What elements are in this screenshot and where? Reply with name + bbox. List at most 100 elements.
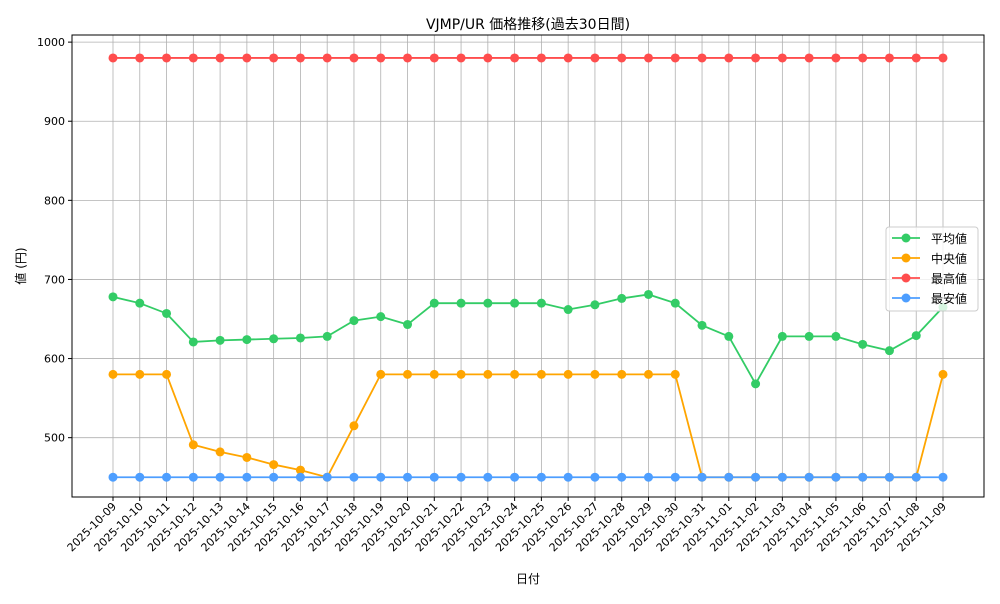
data-point: [751, 472, 761, 482]
data-point: [162, 369, 172, 379]
data-point: [751, 53, 761, 63]
data-point: [938, 472, 948, 482]
series-line: [112, 293, 944, 386]
data-point: [429, 369, 439, 379]
series-0: [108, 289, 948, 389]
data-point: [295, 465, 305, 475]
data-point: [751, 379, 761, 389]
data-point: [108, 53, 118, 63]
data-point: [510, 472, 520, 482]
data-point: [376, 369, 386, 379]
data-point: [429, 298, 439, 308]
data-point: [295, 472, 305, 482]
data-point: [670, 472, 680, 482]
data-point: [831, 53, 841, 63]
data-point: [724, 53, 734, 63]
data-point: [804, 53, 814, 63]
data-point: [777, 331, 787, 341]
data-point: [510, 298, 520, 308]
data-point: [697, 472, 707, 482]
data-point: [563, 369, 573, 379]
data-point: [911, 53, 921, 63]
data-point: [777, 472, 787, 482]
data-point: [617, 472, 627, 482]
data-point: [188, 440, 198, 450]
data-point: [188, 53, 198, 63]
data-point: [108, 472, 118, 482]
legend-marker: [901, 233, 911, 243]
data-point: [831, 472, 841, 482]
data-point: [242, 53, 252, 63]
data-point: [215, 472, 225, 482]
data-point: [884, 53, 894, 63]
data-point: [938, 53, 948, 63]
legend-marker: [901, 273, 911, 283]
y-tick-label: 600: [44, 353, 65, 366]
data-point: [322, 331, 332, 341]
data-point: [403, 369, 413, 379]
data-point: [536, 298, 546, 308]
data-point: [858, 339, 868, 349]
data-point: [188, 472, 198, 482]
data-point: [269, 334, 279, 344]
data-point: [215, 53, 225, 63]
data-point: [349, 316, 359, 326]
data-point: [697, 53, 707, 63]
data-point: [536, 53, 546, 63]
data-point: [590, 369, 600, 379]
data-point: [429, 53, 439, 63]
data-point: [108, 369, 118, 379]
data-point: [295, 53, 305, 63]
y-axis-label: 値 (円): [13, 247, 28, 284]
data-point: [804, 472, 814, 482]
data-point: [938, 369, 948, 379]
y-tick-label: 900: [44, 115, 65, 128]
data-point: [188, 337, 198, 347]
legend-marker: [901, 253, 911, 263]
series-3: [108, 472, 948, 482]
data-point: [403, 53, 413, 63]
data-point: [429, 472, 439, 482]
series-line: [113, 373, 944, 479]
data-point: [242, 452, 252, 462]
x-axis-label: 日付: [516, 572, 540, 586]
data-point: [617, 53, 627, 63]
data-point: [162, 472, 172, 482]
data-point: [403, 472, 413, 482]
data-point: [643, 289, 653, 299]
y-tick-label: 700: [44, 273, 65, 286]
data-point: [536, 472, 546, 482]
data-point: [617, 369, 627, 379]
y-tick-label: 800: [44, 194, 65, 207]
data-point: [858, 472, 868, 482]
data-point: [804, 331, 814, 341]
chart-title: VJMP/UR 価格推移(過去30日間): [426, 17, 630, 33]
data-point: [724, 472, 734, 482]
legend-box: [885, 226, 979, 312]
data-point: [108, 292, 118, 302]
data-point: [510, 53, 520, 63]
data-point: [376, 312, 386, 322]
data-point: [483, 472, 493, 482]
data-point: [242, 472, 252, 482]
data-point: [911, 331, 921, 341]
data-point: [349, 421, 359, 431]
data-point: [884, 346, 894, 356]
data-point: [643, 472, 653, 482]
data-point: [269, 460, 279, 470]
data-point: [643, 53, 653, 63]
data-point: [322, 53, 332, 63]
series-2: [108, 53, 948, 63]
data-point: [269, 53, 279, 63]
data-point: [777, 53, 787, 63]
series-1: [108, 369, 948, 482]
data-point: [831, 331, 841, 341]
legend-marker: [901, 293, 911, 303]
data-point: [510, 369, 520, 379]
data-point: [322, 472, 332, 482]
data-point: [483, 53, 493, 63]
data-point: [670, 298, 680, 308]
data-point: [884, 472, 894, 482]
